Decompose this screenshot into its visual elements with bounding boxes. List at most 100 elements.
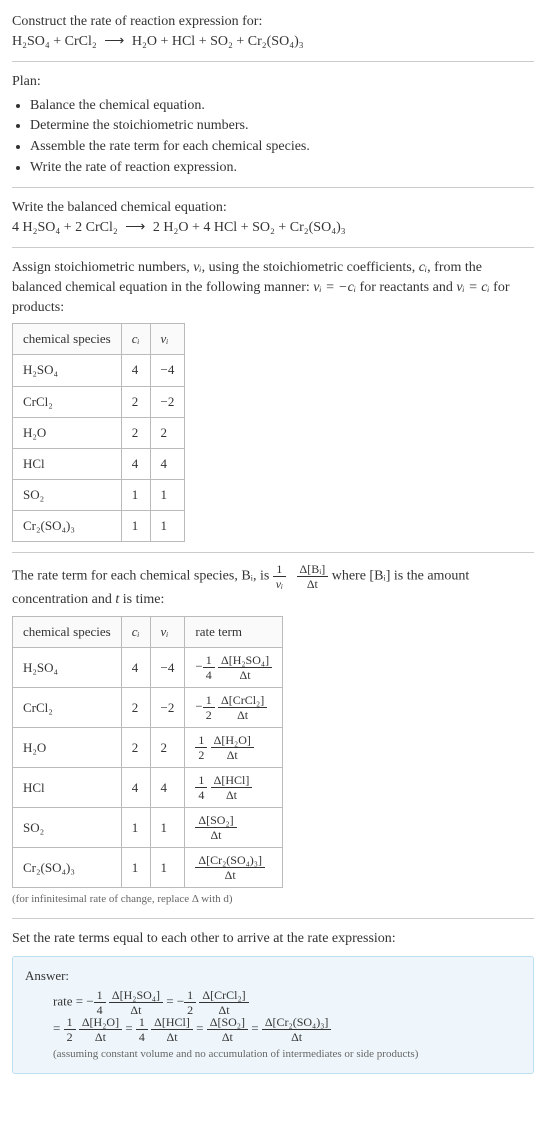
- cell-rate: 12 Δ[H₂O]Δt: [185, 728, 283, 768]
- plan-list: Balance the chemical equation. Determine…: [12, 96, 534, 177]
- table-row: HCl44: [13, 448, 185, 479]
- col-header: cᵢ: [121, 324, 150, 355]
- answer-label: Answer:: [25, 967, 521, 985]
- cell-ci: 4: [121, 768, 150, 808]
- table-row: Cr₂(SO₄)₃11: [13, 511, 185, 542]
- cell-nu: −4: [150, 648, 185, 688]
- col-header: νᵢ: [150, 324, 185, 355]
- coef-fraction: 12: [184, 989, 196, 1016]
- cell-ci: 4: [121, 448, 150, 479]
- assign-text: for reactants and: [356, 280, 456, 295]
- stoich-table: chemical species cᵢ νᵢ H₂SO₄4−4CrCl₂2−2H…: [12, 323, 185, 542]
- cell-rate: Δ[SO₂]Δt: [185, 808, 283, 848]
- cell-ci: 4: [121, 648, 150, 688]
- coef-fraction: 12: [195, 734, 207, 761]
- cell-ci: 2: [121, 386, 150, 417]
- cell-species: HCl: [13, 448, 122, 479]
- delta-fraction: Δ[SO₂]Δt: [207, 1016, 248, 1043]
- cell-nu: 4: [150, 768, 185, 808]
- cell-species: SO₂: [13, 808, 122, 848]
- coef-fraction: 12: [203, 694, 215, 721]
- delta-fraction: Δ[CrCl₂]Δt: [218, 694, 267, 721]
- plan-heading: Plan:: [12, 72, 534, 92]
- delta-fraction: Δ[Cr₂(SO₄)₃]Δt: [195, 854, 265, 881]
- cell-ci: 1: [121, 480, 150, 511]
- balanced-equation: 4 H₂SO₄ + 2 CrCl₂ ⟶ 2 H₂O + 4 HCl + SO₂ …: [12, 218, 534, 238]
- table-row: H₂SO₄4−4: [13, 355, 185, 386]
- table-header-row: chemical species cᵢ νᵢ: [13, 324, 185, 355]
- coef-fraction: 14: [203, 654, 215, 681]
- setequal-text: Set the rate terms equal to each other t…: [12, 929, 534, 949]
- plan-item: Write the rate of reaction expression.: [30, 158, 534, 178]
- divider: [12, 247, 534, 248]
- arrow-icon: ⟶: [104, 32, 124, 52]
- cell-rate: Δ[Cr₂(SO₄)₃]Δt: [185, 848, 283, 888]
- cell-nu: 2: [150, 417, 185, 448]
- cell-ci: 2: [121, 688, 150, 728]
- cell-rate: −14 Δ[H₂SO₄]Δt: [185, 648, 283, 688]
- cell-species: CrCl₂: [13, 386, 122, 417]
- divider: [12, 552, 534, 553]
- delta-fraction: Δ[CrCl₂]Δt: [199, 989, 248, 1016]
- cell-nu: 1: [150, 511, 185, 542]
- delta-fraction: Δ[H₂SO₄]Δt: [218, 654, 272, 681]
- divider: [12, 61, 534, 62]
- cell-species: HCl: [13, 768, 122, 808]
- cell-nu: −2: [150, 688, 185, 728]
- delta-fraction: Δ[H₂O]Δt: [79, 1016, 122, 1043]
- balanced-block: Write the balanced chemical equation: 4 …: [12, 198, 534, 237]
- balanced-right: 2 H₂O + 4 HCl + SO₂ + Cr₂(SO₄)₃: [153, 220, 346, 235]
- col-header: νᵢ: [150, 617, 185, 648]
- answer-box: Answer: rate = −14 Δ[H₂SO₄]Δt = −12 Δ[Cr…: [12, 956, 534, 1074]
- col-header: chemical species: [13, 324, 122, 355]
- table-note: (for infinitesimal rate of change, repla…: [12, 892, 534, 907]
- cell-nu: −4: [150, 355, 185, 386]
- cell-species: H₂SO₄: [13, 355, 122, 386]
- cell-nu: 4: [150, 448, 185, 479]
- cell-species: CrCl₂: [13, 688, 122, 728]
- assign-text: Assign stoichiometric numbers,: [12, 260, 193, 275]
- cell-ci: 1: [121, 848, 150, 888]
- col-header: chemical species: [13, 617, 122, 648]
- rateterm-block: The rate term for each chemical species,…: [12, 563, 534, 907]
- plan-item: Balance the chemical equation.: [30, 96, 534, 116]
- cell-ci: 2: [121, 728, 150, 768]
- arrow-icon: ⟶: [125, 218, 145, 238]
- cell-nu: 1: [150, 808, 185, 848]
- table-header-row: chemical species cᵢ νᵢ rate term: [13, 617, 283, 648]
- cell-species: H₂SO₄: [13, 648, 122, 688]
- ci-symbol: cᵢ: [419, 260, 427, 275]
- assign-block: Assign stoichiometric numbers, νᵢ, using…: [12, 258, 534, 542]
- cell-ci: 2: [121, 417, 150, 448]
- cell-nu: 1: [150, 848, 185, 888]
- table-row: H₂O22: [13, 417, 185, 448]
- relation: νᵢ = cᵢ: [456, 280, 489, 295]
- delta-fraction: Δ[H₂O]Δt: [211, 734, 254, 761]
- cell-species: SO₂: [13, 480, 122, 511]
- cell-nu: −2: [150, 386, 185, 417]
- cell-rate: −12 Δ[CrCl₂]Δt: [185, 688, 283, 728]
- answer-note: (assuming constant volume and no accumul…: [53, 1047, 521, 1062]
- fraction: Δ[Bᵢ] Δt: [297, 563, 329, 590]
- intro-block: Construct the rate of reaction expressio…: [12, 12, 534, 51]
- table-row: HCl4414 Δ[HCl]Δt: [13, 768, 283, 808]
- divider: [12, 918, 534, 919]
- intro-equation: H₂SO₄ + CrCl₂ ⟶ H₂O + HCl + SO₂ + Cr₂(SO…: [12, 32, 534, 52]
- cell-species: Cr₂(SO₄)₃: [13, 848, 122, 888]
- cell-ci: 4: [121, 355, 150, 386]
- col-header: rate term: [185, 617, 283, 648]
- balanced-left: 4 H₂SO₄ + 2 CrCl₂: [12, 220, 118, 235]
- coef-fraction: 12: [64, 1016, 76, 1043]
- table-row: SO₂11Δ[SO₂]Δt: [13, 808, 283, 848]
- cell-ci: 1: [121, 808, 150, 848]
- divider: [12, 187, 534, 188]
- nu-symbol: νᵢ: [193, 260, 201, 275]
- cell-species: Cr₂(SO₄)₃: [13, 511, 122, 542]
- intro-line: Construct the rate of reaction expressio…: [12, 12, 534, 32]
- fraction: 1 νᵢ: [273, 563, 286, 590]
- balanced-heading: Write the balanced chemical equation:: [12, 198, 534, 218]
- cell-rate: 14 Δ[HCl]Δt: [185, 768, 283, 808]
- cell-nu: 1: [150, 480, 185, 511]
- delta-fraction: Δ[Cr₂(SO₄)₃]Δt: [262, 1016, 332, 1043]
- plan-item: Determine the stoichiometric numbers.: [30, 116, 534, 136]
